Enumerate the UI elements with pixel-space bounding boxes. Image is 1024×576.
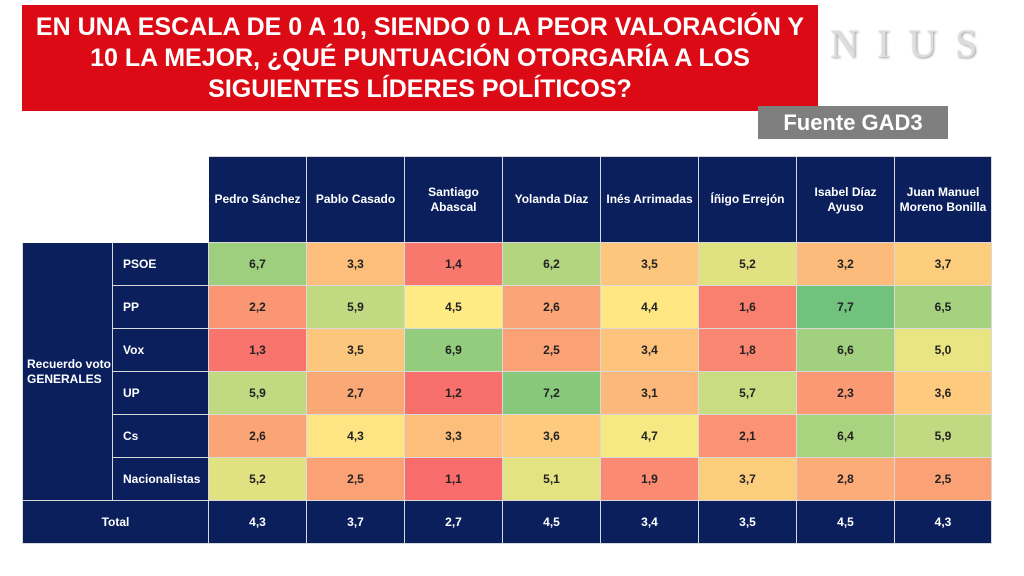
rating-cell: 3,3 bbox=[405, 415, 503, 458]
column-header: Inés Arrimadas bbox=[601, 157, 699, 243]
table-row: Vox 1,3 3,5 6,9 2,5 3,4 1,8 6,6 5,0 bbox=[23, 329, 992, 372]
rating-cell: 1,3 bbox=[209, 329, 307, 372]
row-label: UP bbox=[113, 372, 209, 415]
rating-cell: 7,2 bbox=[503, 372, 601, 415]
total-cell: 4,5 bbox=[503, 501, 601, 544]
rating-cell: 1,6 bbox=[699, 286, 797, 329]
total-row: Total 4,3 3,7 2,7 4,5 3,4 3,5 4,5 4,3 bbox=[23, 501, 992, 544]
rating-cell: 5,9 bbox=[209, 372, 307, 415]
corner-blank bbox=[23, 157, 113, 243]
rating-cell: 1,1 bbox=[405, 458, 503, 501]
rating-cell: 5,9 bbox=[307, 286, 405, 329]
rating-cell: 3,6 bbox=[503, 415, 601, 458]
rating-cell: 2,3 bbox=[797, 372, 895, 415]
rating-cell: 2,1 bbox=[699, 415, 797, 458]
rating-cell: 6,4 bbox=[797, 415, 895, 458]
rating-cell: 5,1 bbox=[503, 458, 601, 501]
ratings-table: Pedro Sánchez Pablo Casado Santiago Abasca… bbox=[22, 156, 992, 544]
rating-cell: 5,7 bbox=[699, 372, 797, 415]
rating-cell: 2,6 bbox=[209, 415, 307, 458]
rating-cell: 4,3 bbox=[307, 415, 405, 458]
row-label: PP bbox=[113, 286, 209, 329]
column-header: Íñigo Errejón bbox=[699, 157, 797, 243]
rating-cell: 2,2 bbox=[209, 286, 307, 329]
rating-cell: 5,9 bbox=[895, 415, 992, 458]
total-cell: 4,3 bbox=[209, 501, 307, 544]
rating-cell: 5,2 bbox=[699, 243, 797, 286]
rating-cell: 6,9 bbox=[405, 329, 503, 372]
table-row: Recuerdo voto GENERALES PSOE 6,7 3,3 1,4 6,2 3… bbox=[23, 243, 992, 286]
total-cell: 2,7 bbox=[405, 501, 503, 544]
rating-cell: 2,8 bbox=[797, 458, 895, 501]
column-header: Juan Manuel Moreno Bonilla bbox=[895, 157, 992, 243]
group-label: Recuerdo voto GENERALES bbox=[23, 243, 113, 501]
row-label: Cs bbox=[113, 415, 209, 458]
rating-cell: 2,5 bbox=[503, 329, 601, 372]
rating-cell: 3,5 bbox=[307, 329, 405, 372]
column-header: Pedro Sánchez bbox=[209, 157, 307, 243]
rating-cell: 1,8 bbox=[699, 329, 797, 372]
table-body: Recuerdo voto GENERALES PSOE 6,7 3,3 1,4 6,2 3… bbox=[23, 243, 992, 544]
total-cell: 3,4 bbox=[601, 501, 699, 544]
table-row: UP 5,9 2,7 1,2 7,2 3,1 5,7 2,3 3,6 bbox=[23, 372, 992, 415]
rating-cell: 1,4 bbox=[405, 243, 503, 286]
total-label: Total bbox=[23, 501, 209, 544]
rating-cell: 6,6 bbox=[797, 329, 895, 372]
source-label: Fuente GAD3 bbox=[758, 106, 948, 139]
rating-cell: 5,0 bbox=[895, 329, 992, 372]
rating-cell: 6,7 bbox=[209, 243, 307, 286]
rating-cell: 5,2 bbox=[209, 458, 307, 501]
column-header: Santiago Abascal bbox=[405, 157, 503, 243]
rating-cell: 2,6 bbox=[503, 286, 601, 329]
rating-cell: 3,4 bbox=[601, 329, 699, 372]
table-row: Cs 2,6 4,3 3,3 3,6 4,7 2,1 6,4 5,9 bbox=[23, 415, 992, 458]
row-label: Vox bbox=[113, 329, 209, 372]
total-cell: 4,3 bbox=[895, 501, 992, 544]
column-header: Pablo Casado bbox=[307, 157, 405, 243]
rating-cell: 4,4 bbox=[601, 286, 699, 329]
column-header: Isabel Díaz Ayuso bbox=[797, 157, 895, 243]
column-header: Yolanda Díaz bbox=[503, 157, 601, 243]
rating-cell: 2,5 bbox=[307, 458, 405, 501]
rating-cell: 2,5 bbox=[895, 458, 992, 501]
rating-cell: 1,9 bbox=[601, 458, 699, 501]
rating-cell: 3,7 bbox=[699, 458, 797, 501]
rating-cell: 6,5 bbox=[895, 286, 992, 329]
rating-cell: 4,5 bbox=[405, 286, 503, 329]
rating-cell: 3,1 bbox=[601, 372, 699, 415]
header-row: Pedro Sánchez Pablo Casado Santiago Abasca… bbox=[23, 157, 992, 243]
rating-cell: 4,7 bbox=[601, 415, 699, 458]
rating-cell: 3,3 bbox=[307, 243, 405, 286]
rating-cell: 2,7 bbox=[307, 372, 405, 415]
rating-cell: 3,2 bbox=[797, 243, 895, 286]
total-cell: 3,5 bbox=[699, 501, 797, 544]
total-cell: 3,7 bbox=[307, 501, 405, 544]
rating-cell: 7,7 bbox=[797, 286, 895, 329]
row-label: PSOE bbox=[113, 243, 209, 286]
rating-cell: 6,2 bbox=[503, 243, 601, 286]
rating-cell: 3,5 bbox=[601, 243, 699, 286]
rating-cell: 1,2 bbox=[405, 372, 503, 415]
rating-cell: 3,7 bbox=[895, 243, 992, 286]
table-row: Nacionalistas 5,2 2,5 1,1 5,1 1,9 3,7 2,8 2,5 bbox=[23, 458, 992, 501]
chart-title: EN UNA ESCALA DE 0 A 10, SIENDO 0 LA PEO… bbox=[22, 5, 818, 111]
brand-logo: NIUS bbox=[830, 20, 995, 67]
table-row: PP 2,2 5,9 4,5 2,6 4,4 1,6 7,7 6,5 bbox=[23, 286, 992, 329]
row-label: Nacionalistas bbox=[113, 458, 209, 501]
rating-cell: 3,6 bbox=[895, 372, 992, 415]
total-cell: 4,5 bbox=[797, 501, 895, 544]
corner-blank bbox=[113, 157, 209, 243]
